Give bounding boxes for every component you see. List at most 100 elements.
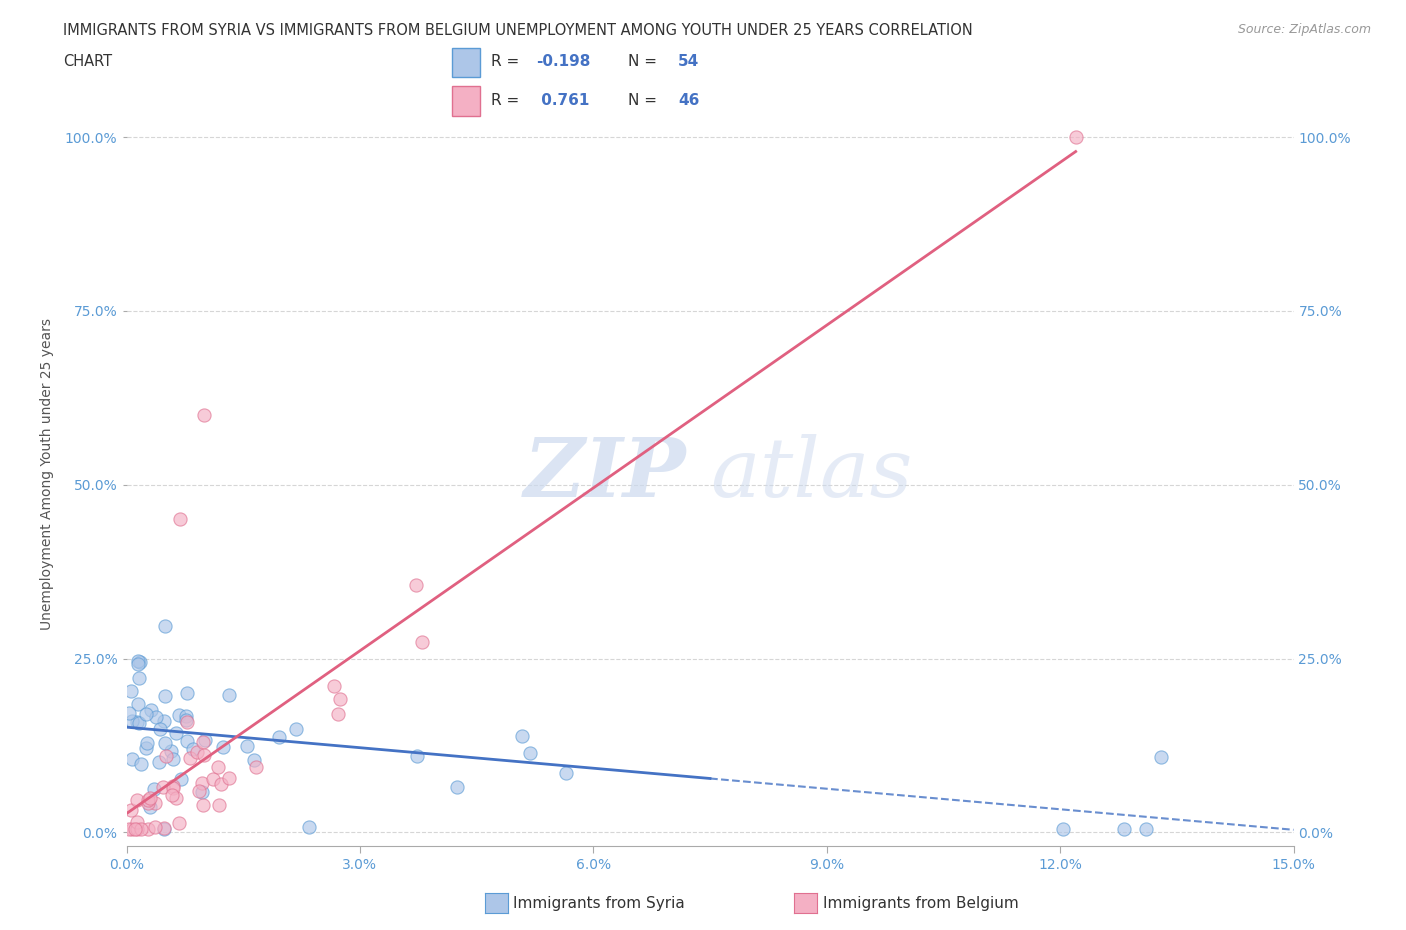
Point bbox=[121, 713, 143, 728]
Point bbox=[245, 760, 267, 775]
Point bbox=[138, 795, 160, 810]
Point bbox=[284, 722, 307, 737]
Point bbox=[128, 716, 150, 731]
Point bbox=[329, 691, 352, 706]
Text: CHART: CHART bbox=[63, 54, 112, 69]
Point bbox=[131, 821, 153, 836]
Point bbox=[148, 754, 170, 769]
Point bbox=[153, 736, 176, 751]
Point bbox=[406, 748, 429, 763]
Point bbox=[405, 578, 427, 592]
Point bbox=[165, 725, 187, 740]
Point bbox=[139, 703, 162, 718]
Point bbox=[555, 765, 578, 780]
Point bbox=[202, 771, 225, 786]
Point bbox=[167, 816, 190, 830]
Point bbox=[125, 792, 148, 807]
Point bbox=[411, 634, 433, 649]
Point bbox=[1150, 750, 1173, 764]
Text: Source: ZipAtlas.com: Source: ZipAtlas.com bbox=[1237, 23, 1371, 36]
Point bbox=[155, 749, 177, 764]
Point bbox=[187, 783, 209, 798]
Point bbox=[169, 512, 191, 527]
Point bbox=[160, 744, 183, 759]
Point bbox=[135, 740, 157, 755]
Point bbox=[127, 653, 149, 668]
Point bbox=[118, 705, 141, 720]
Text: Immigrants from Belgium: Immigrants from Belgium bbox=[823, 897, 1018, 911]
Point bbox=[446, 779, 468, 794]
Text: 0.761: 0.761 bbox=[536, 93, 589, 108]
Text: N =: N = bbox=[628, 93, 662, 108]
Bar bbox=[453, 86, 479, 115]
Point bbox=[153, 820, 176, 835]
Point bbox=[127, 697, 149, 711]
Point bbox=[136, 792, 159, 807]
Point bbox=[121, 821, 143, 836]
Point bbox=[120, 803, 142, 817]
Text: R =: R = bbox=[491, 93, 524, 108]
Point bbox=[193, 748, 215, 763]
Point bbox=[179, 751, 201, 765]
Point bbox=[139, 800, 162, 815]
Point bbox=[127, 657, 149, 671]
Point bbox=[1064, 129, 1087, 144]
Point bbox=[298, 819, 321, 834]
Point bbox=[129, 655, 152, 670]
Point bbox=[269, 730, 291, 745]
Point bbox=[323, 679, 346, 694]
Point bbox=[176, 685, 198, 700]
Point bbox=[1052, 821, 1074, 836]
Point bbox=[169, 772, 191, 787]
Point bbox=[143, 819, 166, 834]
Point bbox=[191, 797, 214, 812]
Point bbox=[519, 745, 541, 760]
Point bbox=[135, 736, 157, 751]
Point bbox=[208, 797, 231, 812]
Point bbox=[124, 821, 146, 836]
Text: 46: 46 bbox=[678, 93, 699, 108]
Point bbox=[145, 710, 167, 724]
Text: ZIP: ZIP bbox=[524, 434, 686, 514]
Point bbox=[152, 780, 174, 795]
Point bbox=[128, 671, 150, 685]
Text: IMMIGRANTS FROM SYRIA VS IMMIGRANTS FROM BELGIUM UNEMPLOYMENT AMONG YOUTH UNDER : IMMIGRANTS FROM SYRIA VS IMMIGRANTS FROM… bbox=[63, 23, 973, 38]
Text: Immigrants from Syria: Immigrants from Syria bbox=[513, 897, 685, 911]
Point bbox=[1112, 821, 1135, 836]
Point bbox=[153, 714, 176, 729]
Point bbox=[190, 784, 212, 799]
Text: N =: N = bbox=[628, 54, 662, 69]
Point bbox=[162, 780, 184, 795]
Point bbox=[160, 788, 183, 803]
Point bbox=[218, 688, 240, 703]
Point bbox=[174, 709, 197, 724]
Point bbox=[167, 708, 190, 723]
Bar bbox=[453, 47, 479, 77]
Point bbox=[136, 821, 159, 836]
Point bbox=[155, 618, 177, 633]
Point bbox=[218, 770, 240, 785]
Point bbox=[162, 778, 184, 793]
Text: R =: R = bbox=[491, 54, 524, 69]
Point bbox=[138, 790, 160, 805]
Point bbox=[125, 815, 148, 830]
Point bbox=[191, 776, 214, 790]
Point bbox=[125, 821, 148, 836]
Y-axis label: Unemployment Among Youth under 25 years: Unemployment Among Youth under 25 years bbox=[39, 318, 53, 631]
Point bbox=[162, 751, 184, 766]
Text: -0.198: -0.198 bbox=[536, 54, 591, 69]
Point bbox=[118, 821, 141, 836]
Point bbox=[153, 688, 176, 703]
Point bbox=[212, 740, 235, 755]
Point bbox=[120, 684, 142, 698]
Point bbox=[125, 714, 148, 729]
Point bbox=[174, 712, 197, 727]
Text: 54: 54 bbox=[678, 54, 699, 69]
Point bbox=[165, 790, 187, 805]
Text: atlas: atlas bbox=[710, 434, 912, 514]
Point bbox=[193, 407, 215, 422]
Point bbox=[135, 707, 157, 722]
Point bbox=[176, 715, 198, 730]
Point bbox=[145, 796, 167, 811]
Point bbox=[186, 745, 208, 760]
